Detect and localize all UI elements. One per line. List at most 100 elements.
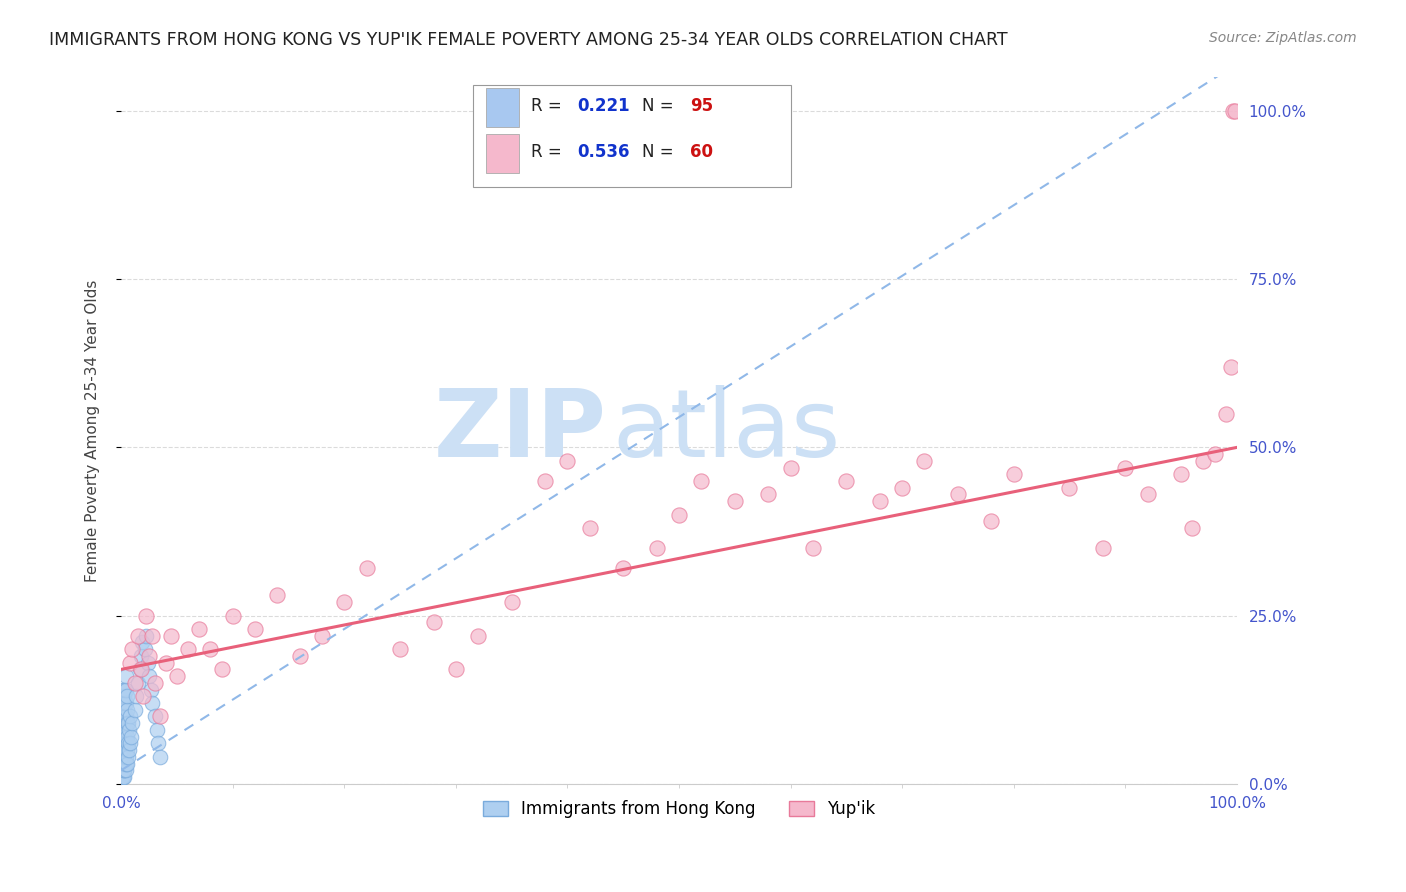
Point xyxy=(114,764,136,778)
Point xyxy=(1002,467,1025,482)
Y-axis label: Female Poverty Among 25-34 Year Olds: Female Poverty Among 25-34 Year Olds xyxy=(86,279,100,582)
Point xyxy=(114,669,136,683)
Point xyxy=(134,642,156,657)
Point xyxy=(801,541,824,556)
Point xyxy=(114,696,136,710)
Point xyxy=(690,474,713,488)
Point xyxy=(114,764,136,778)
Point xyxy=(114,736,136,750)
Point xyxy=(112,690,135,704)
Legend: Immigrants from Hong Kong, Yup'ik: Immigrants from Hong Kong, Yup'ik xyxy=(477,794,882,825)
Point xyxy=(389,642,412,657)
Point xyxy=(131,635,153,649)
Point xyxy=(111,749,134,764)
Point xyxy=(114,682,136,697)
Point xyxy=(111,736,134,750)
Point xyxy=(177,642,200,657)
Point xyxy=(114,709,136,723)
Point xyxy=(111,770,134,784)
Point xyxy=(756,487,779,501)
Point xyxy=(124,690,146,704)
Point xyxy=(112,682,135,697)
Point xyxy=(211,662,233,676)
Point xyxy=(112,716,135,731)
Point xyxy=(534,474,557,488)
Point xyxy=(129,662,152,676)
Point xyxy=(166,669,188,683)
Point xyxy=(111,764,134,778)
Point xyxy=(143,676,166,690)
Point xyxy=(114,736,136,750)
Point xyxy=(141,696,163,710)
Point xyxy=(146,736,169,750)
Point xyxy=(114,723,136,737)
FancyBboxPatch shape xyxy=(486,134,519,173)
Point xyxy=(114,703,136,717)
Text: atlas: atlas xyxy=(612,384,841,476)
Point xyxy=(160,629,183,643)
Point xyxy=(1091,541,1114,556)
Point xyxy=(724,494,747,508)
FancyBboxPatch shape xyxy=(472,85,790,187)
Point xyxy=(1170,467,1192,482)
Point xyxy=(118,723,141,737)
Text: Source: ZipAtlas.com: Source: ZipAtlas.com xyxy=(1209,31,1357,45)
Point xyxy=(243,622,266,636)
Point xyxy=(946,487,969,501)
Point xyxy=(112,730,135,744)
Point xyxy=(146,723,169,737)
Point xyxy=(112,736,135,750)
Point xyxy=(149,709,172,723)
Point xyxy=(1220,359,1243,374)
Point xyxy=(118,743,141,757)
Point xyxy=(1181,521,1204,535)
Point xyxy=(112,764,135,778)
Point xyxy=(115,703,138,717)
Point xyxy=(114,682,136,697)
Text: N =: N = xyxy=(643,96,679,115)
Point xyxy=(111,703,134,717)
Point xyxy=(117,749,139,764)
Point xyxy=(124,676,146,690)
FancyBboxPatch shape xyxy=(486,88,519,127)
Point xyxy=(1215,407,1237,421)
Point xyxy=(115,690,138,704)
Point xyxy=(112,709,135,723)
Point xyxy=(114,756,136,771)
Point xyxy=(645,541,668,556)
Point xyxy=(311,629,333,643)
Point xyxy=(138,669,160,683)
Point xyxy=(111,723,134,737)
Point xyxy=(143,709,166,723)
Point xyxy=(112,770,135,784)
Point xyxy=(155,656,177,670)
Point xyxy=(111,709,134,723)
Point xyxy=(333,595,356,609)
Point xyxy=(111,730,134,744)
Point xyxy=(288,648,311,663)
Point xyxy=(129,648,152,663)
Point xyxy=(114,743,136,757)
Point xyxy=(141,629,163,643)
Point xyxy=(112,756,135,771)
Point xyxy=(129,662,152,676)
Point xyxy=(578,521,600,535)
Point xyxy=(136,656,159,670)
Point xyxy=(124,703,146,717)
Text: 0.536: 0.536 xyxy=(578,143,630,161)
Point xyxy=(127,676,149,690)
Point xyxy=(127,629,149,643)
Text: ZIP: ZIP xyxy=(433,384,606,476)
Point xyxy=(1059,481,1081,495)
Text: R =: R = xyxy=(530,143,567,161)
Point xyxy=(112,770,135,784)
Text: 0.221: 0.221 xyxy=(578,96,630,115)
Point xyxy=(111,743,134,757)
Text: N =: N = xyxy=(643,143,679,161)
Point xyxy=(120,730,142,744)
Point xyxy=(112,764,135,778)
Point xyxy=(115,716,138,731)
Point xyxy=(779,460,801,475)
Point xyxy=(612,561,634,575)
Point xyxy=(111,764,134,778)
